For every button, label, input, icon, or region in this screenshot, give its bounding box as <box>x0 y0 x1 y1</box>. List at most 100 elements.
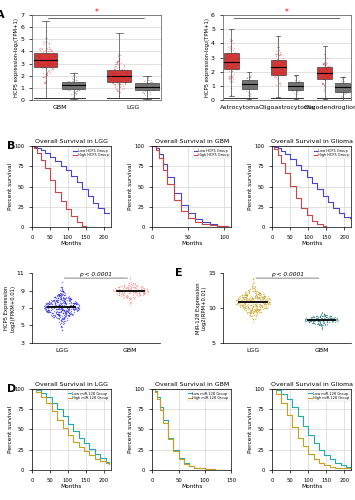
Point <box>245 300 250 308</box>
Point <box>327 312 333 320</box>
Point <box>51 50 57 58</box>
Point <box>121 62 127 70</box>
Point <box>249 306 255 314</box>
Point <box>146 85 151 93</box>
Point <box>59 285 65 293</box>
Point <box>113 86 119 94</box>
Point <box>224 60 230 68</box>
Point <box>54 296 60 304</box>
Point <box>127 298 133 306</box>
Point <box>326 314 331 322</box>
Point <box>65 78 71 86</box>
Point <box>45 306 50 314</box>
Point <box>272 70 277 78</box>
Point <box>320 78 326 86</box>
Point <box>64 84 70 92</box>
Point <box>257 290 263 298</box>
Point <box>121 281 127 289</box>
Point <box>45 306 51 314</box>
Point <box>127 278 132 286</box>
Point <box>44 38 49 46</box>
Point <box>51 62 56 70</box>
Point <box>243 291 249 299</box>
Point <box>60 298 65 306</box>
Point <box>308 314 313 322</box>
Point <box>342 74 347 82</box>
Point <box>49 60 55 68</box>
Point <box>261 290 267 298</box>
Point <box>256 294 261 302</box>
Point <box>114 80 120 88</box>
Point <box>245 82 251 90</box>
Point <box>69 312 75 320</box>
Point <box>324 316 329 324</box>
Point <box>116 74 121 82</box>
Point <box>321 72 326 80</box>
Point <box>58 304 64 312</box>
Point <box>126 280 132 288</box>
Point <box>46 307 52 315</box>
Point <box>324 313 329 321</box>
Point <box>133 288 139 296</box>
Point <box>71 91 77 99</box>
Point <box>51 296 57 304</box>
Title: Overall Survival in LGG: Overall Survival in LGG <box>35 382 108 387</box>
FancyBboxPatch shape <box>289 82 304 90</box>
Point <box>324 66 330 74</box>
Point <box>274 68 280 76</box>
Point <box>262 299 268 307</box>
Point <box>51 52 57 60</box>
Point <box>63 300 69 308</box>
Point <box>56 314 62 322</box>
Point <box>321 85 327 93</box>
Point <box>59 289 64 297</box>
Point <box>331 314 337 322</box>
Point <box>139 282 144 290</box>
Point <box>251 308 257 316</box>
Point <box>127 295 132 303</box>
Point <box>54 310 60 318</box>
Point <box>119 72 125 80</box>
Point <box>328 312 334 320</box>
Point <box>65 305 71 313</box>
Point <box>42 301 48 309</box>
Point <box>262 300 268 308</box>
Point <box>56 304 62 312</box>
Point <box>295 78 301 86</box>
Point <box>248 307 254 315</box>
Point <box>149 78 155 86</box>
Point <box>69 310 74 318</box>
Point <box>62 308 67 316</box>
Point <box>322 58 328 66</box>
Point <box>58 300 64 308</box>
Point <box>126 73 131 81</box>
Point <box>319 78 325 86</box>
Point <box>121 282 127 290</box>
Point <box>245 303 251 311</box>
Point <box>256 306 262 314</box>
Point <box>251 284 257 292</box>
Point <box>226 49 232 57</box>
Point <box>256 292 262 300</box>
Point <box>273 70 279 78</box>
Point <box>326 74 332 82</box>
Point <box>75 88 80 96</box>
Point <box>43 303 49 311</box>
Point <box>61 294 66 302</box>
Point <box>140 284 146 292</box>
Point <box>74 299 80 307</box>
Point <box>62 312 67 320</box>
Point <box>135 286 141 294</box>
Point <box>110 68 116 76</box>
FancyBboxPatch shape <box>62 82 85 89</box>
Point <box>254 292 260 300</box>
Point <box>61 312 66 320</box>
Point <box>246 79 252 87</box>
Point <box>76 79 82 87</box>
Point <box>58 317 64 325</box>
Point <box>270 56 275 64</box>
Point <box>321 318 327 326</box>
X-axis label: Months: Months <box>301 242 323 246</box>
Point <box>260 295 266 303</box>
Point <box>257 289 263 297</box>
